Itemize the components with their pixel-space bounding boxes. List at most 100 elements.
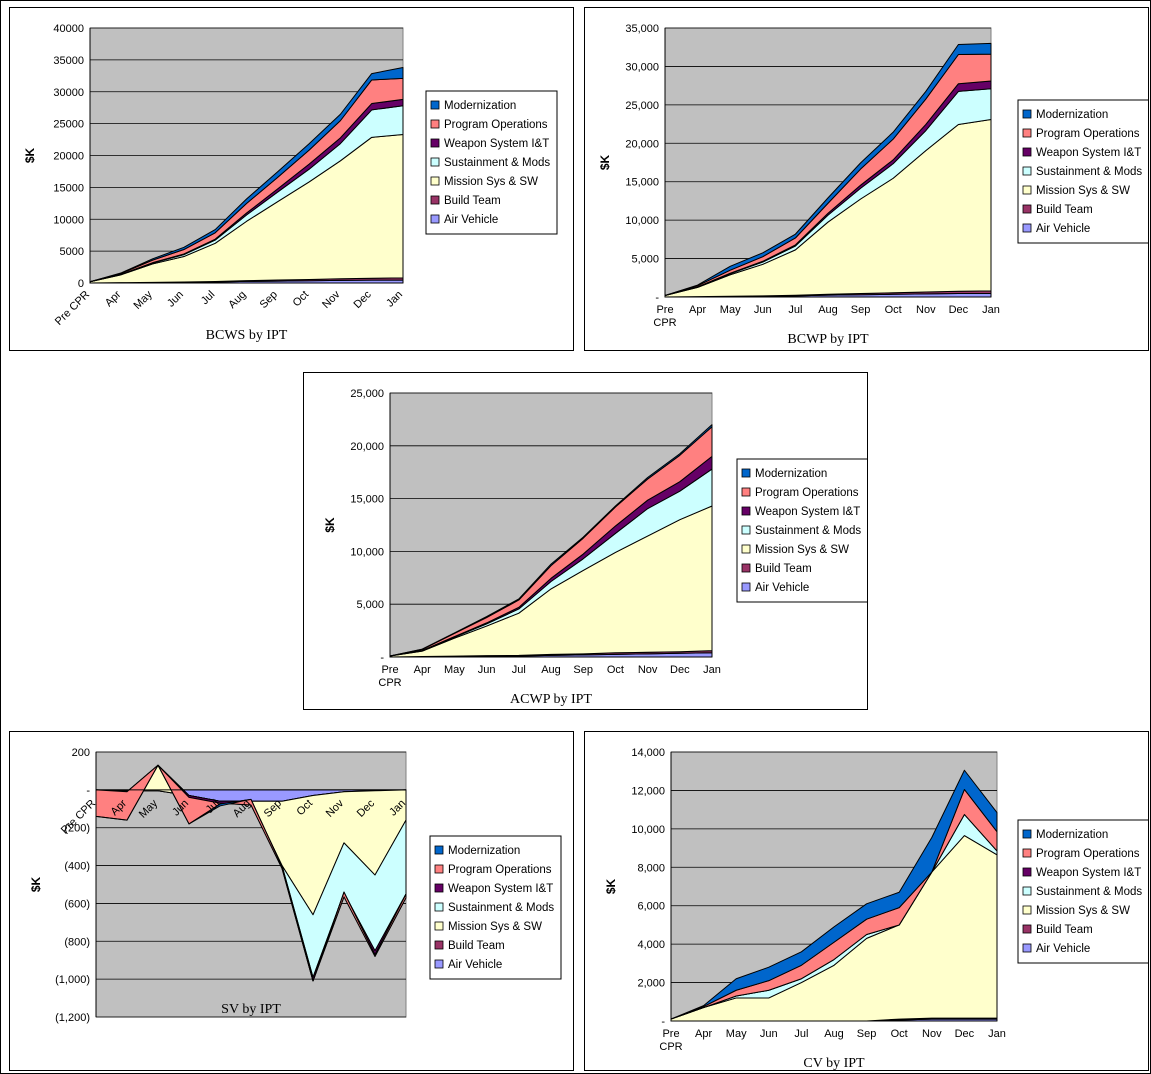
legend-label-build-team: Build Team: [448, 940, 505, 952]
legend-label-build-team: Build Team: [444, 195, 501, 207]
legend-label-modernization: Modernization: [1036, 829, 1108, 841]
x-tick-label: Jul: [788, 304, 802, 316]
y-tick-label: -: [380, 652, 384, 664]
legend-label-sustainment-and-mods: Sustainment & Mods: [1036, 166, 1142, 178]
legend-swatch-weapon-system-iandt: [741, 506, 751, 516]
legend: Modernization Program Operations Weapon Sy…: [736, 458, 867, 603]
legend-label-build-team: Build Team: [1036, 204, 1093, 216]
bcws-chart: 0 5000 10000 15000 20000 25000 30000 35000 40000…: [23, 23, 558, 343]
legend-label-mission-sys-and-sw: Mission Sys & SW: [448, 921, 542, 933]
legend-label-mission-sys-and-sw: Mission Sys & SW: [1036, 905, 1130, 917]
y-tick-label: 10,000: [350, 546, 384, 558]
y-tick-label: -: [655, 292, 659, 304]
y-tick-label: (600): [64, 898, 90, 910]
x-tick-label: Jul: [512, 664, 526, 676]
y-tick-label: 20,000: [625, 138, 659, 150]
legend-swatch-modernization: [1022, 109, 1032, 119]
x-tick-label: Jan: [988, 1028, 1006, 1040]
x-tick-label: Pre CPR: [659, 1028, 682, 1053]
legend: Modernization Program Operations Weapon Sy…: [429, 835, 562, 980]
legend-label-weapon-system-iandt: Weapon System I&T: [1036, 147, 1141, 159]
legend-label-weapon-system-iandt: Weapon System I&T: [1036, 867, 1141, 879]
x-tick-label: Nov: [320, 288, 343, 311]
acwp-chart: - 5,000 10,000 15,000 20,000 25,000 Pre CPR Apr M…: [323, 388, 867, 707]
legend-label-modernization: Modernization: [444, 100, 516, 112]
legend-label-modernization: Modernization: [448, 845, 520, 857]
legend-swatch-sustainment-and-mods: [1022, 166, 1032, 176]
x-tick-label: Jan: [982, 304, 1000, 316]
legend-label-program-operations: Program Operations: [755, 487, 859, 499]
y-tick-label: (1,000): [55, 974, 90, 986]
x-tick-label: Pre CPR: [653, 304, 676, 329]
legend-swatch-weapon-system-iandt: [434, 883, 444, 893]
legend-label-program-operations: Program Operations: [448, 864, 552, 876]
legend-swatch-modernization: [741, 468, 751, 478]
bcws-chart-panel: 0 5000 10000 15000 20000 25000 30000 35000 40000…: [9, 7, 574, 351]
legend-swatch-build-team: [741, 563, 751, 573]
legend: Modernization Program Operations Weapon Sy…: [1017, 99, 1148, 244]
legend-box: [1017, 99, 1148, 244]
y-tick-label: 25,000: [625, 100, 659, 112]
legend-label-sustainment-and-mods: Sustainment & Mods: [444, 157, 550, 169]
y-tick-label: 35000: [53, 55, 84, 67]
y-tick-label: 5000: [60, 246, 84, 258]
legend-swatch-weapon-system-iandt: [1022, 147, 1032, 157]
legend-swatch-sustainment-and-mods: [434, 902, 444, 912]
x-tick-label: Nov: [916, 304, 936, 316]
x-tick-label: Sep: [258, 289, 280, 311]
y-tick-label: (800): [64, 936, 90, 948]
y-tick-label: (200): [64, 823, 90, 835]
legend-swatch-build-team: [434, 940, 444, 950]
x-tick-label: May: [132, 288, 156, 312]
y-tick-label: -: [661, 1016, 665, 1028]
x-tick-label: Apr: [689, 304, 706, 316]
bcwp-chart-panel: - 5,000 10,000 15,000 20,000 25,000 30,000 35,0…: [584, 7, 1149, 351]
y-tick-label: 10,000: [631, 824, 665, 836]
legend-swatch-build-team: [1022, 924, 1032, 934]
x-tick-label: Jun: [478, 664, 496, 676]
x-tick-label: Apr: [103, 288, 124, 309]
chart-title: ACWP by IPT: [510, 692, 592, 707]
legend-swatch-air-vehicle: [1022, 943, 1032, 953]
x-tick-label: Jun: [165, 289, 186, 310]
legend-swatch-sustainment-and-mods: [741, 525, 751, 535]
y-tick-label: 20000: [53, 151, 84, 163]
x-tick-label: Jan: [703, 664, 721, 676]
legend: Modernization Program Operations Weapon Sy…: [425, 90, 558, 235]
x-tick-label: Oct: [885, 304, 902, 316]
legend-swatch-air-vehicle: [741, 582, 751, 592]
y-tick-label: 20,000: [350, 441, 384, 453]
y-tick-label: 14,000: [631, 747, 665, 759]
legend-swatch-build-team: [430, 195, 440, 205]
legend-label-program-operations: Program Operations: [444, 119, 548, 131]
legend-label-modernization: Modernization: [755, 468, 827, 480]
x-tick-label: Apr: [695, 1028, 712, 1040]
legend-box: [736, 458, 867, 603]
y-tick-label: (1,200): [55, 1012, 90, 1024]
x-tick-label: Jul: [199, 289, 217, 307]
y-axis-label: $K: [29, 876, 43, 892]
x-tick-label: Jan: [384, 289, 405, 310]
x-tick-label: Dec: [352, 288, 375, 311]
x-tick-label: Sep: [851, 304, 871, 316]
y-tick-label: 15,000: [350, 494, 384, 506]
legend-label-air-vehicle: Air Vehicle: [755, 582, 809, 594]
x-tick-label: Dec: [949, 304, 969, 316]
legend-swatch-modernization: [1022, 829, 1032, 839]
legend-label-weapon-system-iandt: Weapon System I&T: [444, 138, 549, 150]
legend-swatch-air-vehicle: [430, 214, 440, 224]
legend-swatch-program-operations: [434, 864, 444, 874]
x-tick-label: Pre CPR: [53, 289, 92, 328]
cv-chart: - 2,000 4,000 6,000 8,000 10,000 12,000 14,000 P…: [604, 747, 1148, 1070]
area-modernization: [664, 42, 992, 296]
y-tick-label: 25,000: [350, 388, 384, 400]
legend-label-weapon-system-iandt: Weapon System I&T: [448, 883, 553, 895]
x-tick-label: Aug: [818, 304, 838, 316]
x-tick-label: Aug: [824, 1028, 844, 1040]
y-tick-label: 35,000: [625, 23, 659, 35]
legend-label-sustainment-and-mods: Sustainment & Mods: [1036, 886, 1142, 898]
y-tick-label: 5,000: [631, 254, 659, 266]
x-tick-label: Jun: [760, 1028, 778, 1040]
x-tick-label: Jul: [794, 1028, 808, 1040]
y-axis-label: $K: [23, 147, 37, 163]
